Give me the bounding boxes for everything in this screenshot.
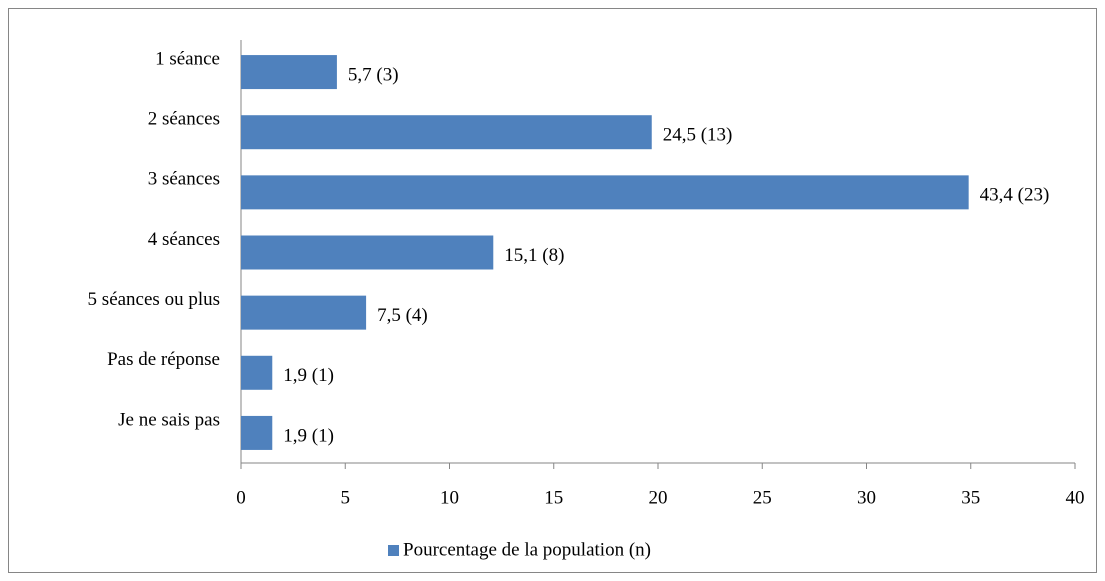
x-tick-label: 35 xyxy=(961,487,980,508)
bar xyxy=(241,175,969,210)
x-tick-label: 0 xyxy=(236,487,246,508)
bar xyxy=(241,295,367,330)
data-label: 7,5 (4) xyxy=(377,305,428,326)
data-label: 5,7 (3) xyxy=(348,64,399,85)
legend-label: Pourcentage de la population (n) xyxy=(403,539,651,560)
x-tick-label: 15 xyxy=(544,487,563,508)
data-label: 43,4 (23) xyxy=(980,185,1050,206)
bar xyxy=(241,55,337,90)
bar xyxy=(241,415,273,450)
x-tick-label: 30 xyxy=(857,487,876,508)
y-tick-label: 1 séance xyxy=(155,48,220,69)
x-tick-label: 20 xyxy=(649,487,668,508)
y-tick-label: 3 séances xyxy=(148,169,220,190)
x-tick-label: 40 xyxy=(1066,487,1085,508)
y-tick-label: Pas de réponse xyxy=(107,349,220,370)
legend-swatch xyxy=(388,545,399,556)
x-tick-label: 10 xyxy=(440,487,459,508)
y-tick-label: 4 séances xyxy=(148,229,220,250)
data-label: 1,9 (1) xyxy=(283,365,334,386)
y-tick-label: 2 séances xyxy=(148,109,220,130)
data-label: 24,5 (13) xyxy=(663,125,733,146)
x-tick-label: 5 xyxy=(341,487,351,508)
x-tick-label: 25 xyxy=(753,487,772,508)
y-tick-label: 5 séances ou plus xyxy=(88,289,220,310)
bar xyxy=(241,355,273,390)
chart-frame xyxy=(8,8,1097,573)
y-tick-label: Je ne sais pas xyxy=(118,409,220,430)
bar xyxy=(241,115,652,150)
data-label: 15,1 (8) xyxy=(504,245,564,266)
bar xyxy=(241,235,494,270)
data-label: 1,9 (1) xyxy=(283,425,334,446)
